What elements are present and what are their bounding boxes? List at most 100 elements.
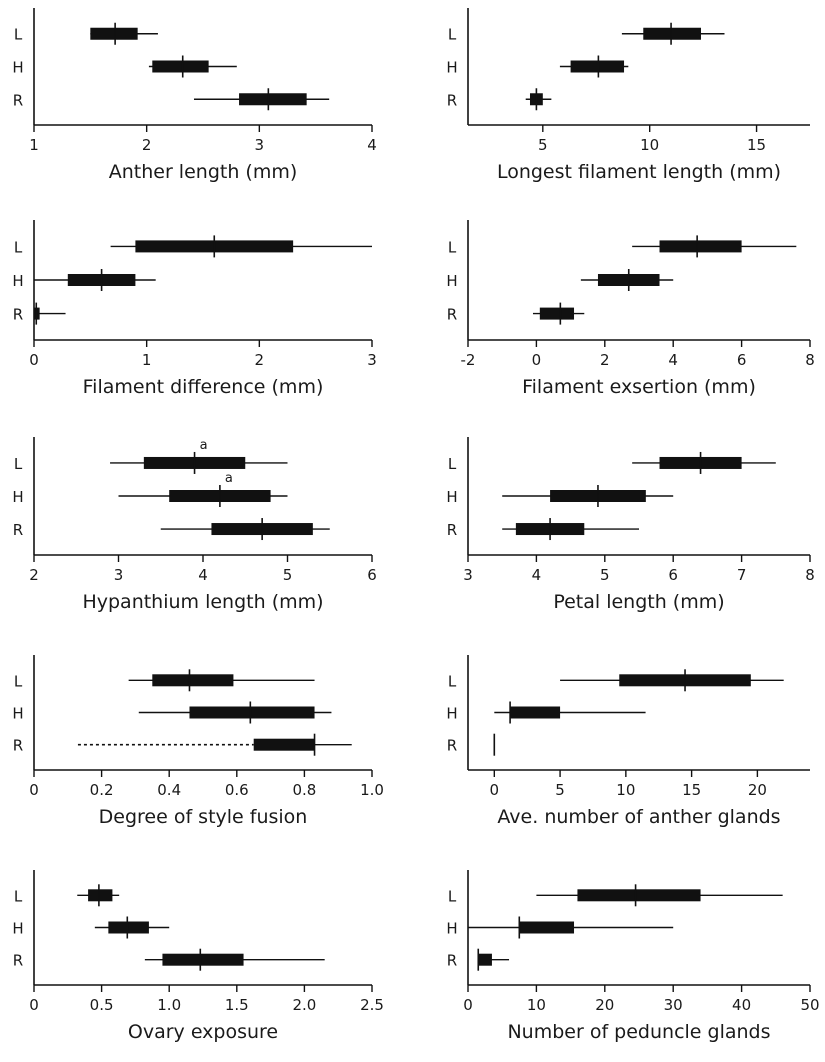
x-tick-label: 0.5: [90, 996, 114, 1014]
x-tick-label: 6: [668, 566, 678, 584]
x-tick-label: 50: [800, 996, 819, 1014]
range-bar: [88, 889, 113, 902]
x-tick-label: 0: [29, 351, 39, 369]
x-tick-label: 5: [283, 566, 293, 584]
x-tick-label: 1.0: [360, 781, 384, 799]
x-tick-label: 5: [538, 136, 548, 154]
chart-panel-8: 0 5 10 15 20 Ave. number of anther glands LHR: [446, 655, 810, 828]
x-tick-label: 0.6: [225, 781, 249, 799]
category-label: H: [12, 488, 23, 506]
x-tick-label: 0: [532, 351, 542, 369]
chart-panel-4: -2 0 2 4 6 8 Filament exsertion (mm) LHR: [446, 220, 815, 398]
annotation-label: a: [225, 471, 233, 486]
x-tick-label: 4: [367, 136, 377, 154]
range-bar: [577, 889, 701, 902]
category-label: H: [446, 920, 457, 938]
x-tick-label: 2: [255, 351, 265, 369]
x-tick-label: 0: [29, 781, 39, 799]
x-tick-label: 0: [29, 996, 39, 1014]
category-label: H: [446, 488, 457, 506]
category-label: R: [447, 521, 457, 539]
category-label: H: [446, 272, 457, 290]
x-axis-label: Ovary exposure: [128, 1021, 278, 1043]
x-tick-label: 1: [29, 136, 39, 154]
x-tick-label: 2.5: [360, 996, 384, 1014]
category-label: R: [447, 306, 457, 324]
chart-panel-5: 2 3 4 5 6 Hypanthium length (mm) La Ha R: [12, 437, 377, 613]
chart-panel-2: 5 10 15 Longest filament length (mm) LHR: [446, 8, 810, 183]
category-label: H: [12, 920, 23, 938]
category-label: L: [14, 455, 23, 473]
chart-panel-9: 0 0.5 1.0 1.5 2.0 2.5 Ovary exposure LHR: [12, 870, 384, 1043]
category-label: L: [448, 672, 457, 690]
x-tick-label: 10: [527, 996, 546, 1014]
x-tick-label: 1.0: [157, 996, 181, 1014]
category-label: L: [14, 26, 23, 44]
x-tick-label: 6: [737, 351, 747, 369]
x-tick-label: 8: [805, 566, 815, 584]
annotation-label: a: [200, 438, 208, 453]
range-bar: [570, 60, 625, 73]
x-axis-label: Petal length (mm): [553, 591, 724, 613]
chart-panel-1: 1 2 3 4 Anther length (mm) LHR: [12, 8, 377, 183]
x-axis-label: Degree of style fusion: [99, 806, 308, 828]
x-tick-label: 5: [555, 781, 565, 799]
x-tick-label: 15: [747, 136, 766, 154]
category-label: H: [12, 705, 23, 723]
x-axis-label: Anther length (mm): [109, 161, 298, 183]
category-label: R: [13, 952, 23, 970]
category-label: L: [448, 887, 457, 905]
x-tick-label: 1.5: [225, 996, 249, 1014]
category-label: R: [13, 521, 23, 539]
range-bar: [519, 921, 575, 934]
category-label: L: [14, 887, 23, 905]
x-tick-label: 3: [114, 566, 124, 584]
category-label: H: [12, 59, 23, 77]
category-label: R: [447, 91, 457, 109]
x-tick-label: 0.2: [90, 781, 114, 799]
x-tick-label: 2.0: [292, 996, 316, 1014]
x-axis-label: Longest filament length (mm): [497, 161, 781, 183]
x-tick-label: 4: [668, 351, 678, 369]
x-tick-label: 40: [732, 996, 751, 1014]
range-bar: [510, 706, 561, 719]
x-tick-label: 0: [463, 996, 473, 1014]
x-tick-label: 0.4: [157, 781, 181, 799]
chart-panel-3: 0 1 2 3 Filament difference (mm) LHR: [12, 220, 377, 398]
x-tick-label: 4: [532, 566, 542, 584]
chart-panel-10: 0 10 20 30 40 50 Number of peduncle glands LHR: [446, 870, 820, 1043]
range-bar: [162, 953, 244, 966]
chart-panel-6: 3 4 5 6 7 8 Petal length (mm) LHR: [446, 437, 815, 613]
x-tick-label: 10: [616, 781, 635, 799]
x-tick-label: 7: [737, 566, 747, 584]
category-label: L: [14, 238, 23, 256]
category-label: H: [12, 272, 23, 290]
x-axis-label: Ave. number of anther glands: [497, 806, 780, 828]
x-tick-label: 8: [805, 351, 815, 369]
x-tick-label: -2: [461, 351, 476, 369]
x-tick-label: 2: [600, 351, 610, 369]
range-bar: [90, 27, 138, 40]
x-tick-label: 2: [29, 566, 39, 584]
x-tick-label: 1: [142, 351, 152, 369]
x-tick-label: 20: [748, 781, 767, 799]
x-tick-label: 30: [664, 996, 683, 1014]
range-bar: [108, 921, 149, 934]
x-tick-label: 3: [255, 136, 265, 154]
range-bar: [239, 93, 307, 106]
category-label: L: [448, 26, 457, 44]
range-bar: [152, 674, 234, 687]
category-label: H: [446, 59, 457, 77]
category-label: L: [448, 238, 457, 256]
category-label: L: [448, 455, 457, 473]
x-tick-label: 10: [640, 136, 659, 154]
range-bar: [643, 27, 701, 40]
category-label: R: [447, 737, 457, 755]
chart-panel-7: 0 0.2 0.4 0.6 0.8 1.0 Degree of style fusion LH…: [12, 655, 384, 828]
x-axis-label: Hypanthium length (mm): [82, 591, 323, 613]
category-label: L: [14, 672, 23, 690]
range-bar: [539, 307, 575, 320]
x-tick-label: 0.8: [292, 781, 316, 799]
category-label: R: [13, 737, 23, 755]
